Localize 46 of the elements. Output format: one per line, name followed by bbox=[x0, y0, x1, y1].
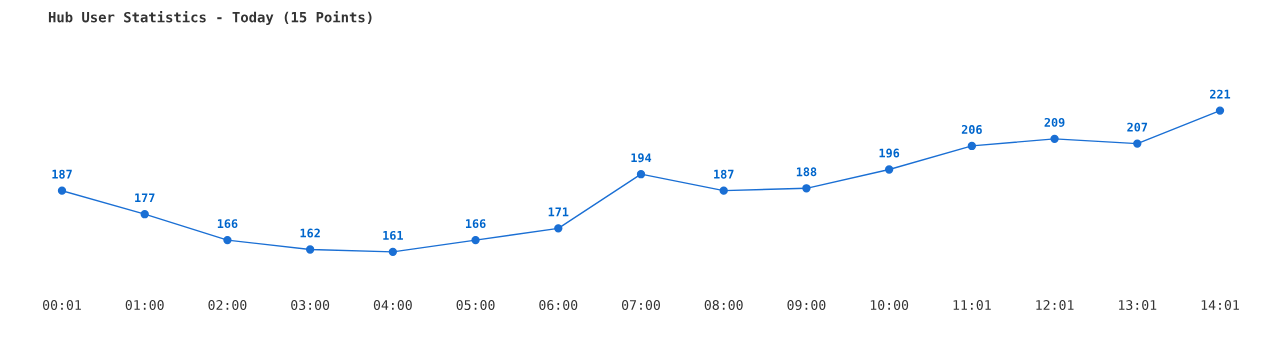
point bbox=[1050, 134, 1059, 144]
x-tick-label: 14:01 bbox=[1201, 300, 1239, 311]
data-label: 221 bbox=[1210, 89, 1231, 99]
data-label: 194 bbox=[631, 153, 652, 163]
point bbox=[140, 210, 149, 219]
data-label: 187 bbox=[52, 169, 72, 179]
x-tick-label: 06:00 bbox=[539, 300, 578, 311]
x-tick-label: 09:00 bbox=[787, 300, 826, 311]
x-tick-label: 12:01 bbox=[1036, 300, 1074, 311]
point bbox=[471, 235, 480, 245]
point bbox=[223, 235, 232, 245]
data-label: 166 bbox=[217, 219, 238, 229]
x-tick-label: 03:00 bbox=[291, 300, 330, 311]
point bbox=[802, 184, 811, 193]
data-label: 162 bbox=[300, 228, 320, 238]
point bbox=[554, 224, 563, 233]
data-label: 166 bbox=[466, 219, 486, 229]
data-label: 207 bbox=[1127, 122, 1148, 132]
point bbox=[719, 186, 728, 195]
x-tick-label: 00:01 bbox=[43, 300, 81, 311]
data-label: 188 bbox=[796, 167, 817, 177]
x-tick-label: 08:00 bbox=[704, 300, 743, 311]
x-tick-label: 02:00 bbox=[208, 300, 247, 311]
data-label: 206 bbox=[961, 124, 982, 134]
x-tick-label: 07:00 bbox=[622, 300, 660, 311]
point bbox=[967, 141, 977, 151]
point bbox=[1215, 106, 1225, 115]
data-label: 209 bbox=[1044, 117, 1065, 127]
point bbox=[636, 170, 646, 179]
point bbox=[884, 165, 894, 174]
point bbox=[57, 186, 67, 195]
data-label: 196 bbox=[879, 148, 900, 158]
data-label: 161 bbox=[383, 230, 403, 240]
point bbox=[1133, 139, 1142, 148]
x-tick-label: 10:00 bbox=[870, 300, 909, 311]
x-tick-label: 01:00 bbox=[125, 300, 164, 311]
x-tick-label: 13:01 bbox=[1119, 300, 1157, 311]
data-label: 171 bbox=[548, 207, 569, 217]
point bbox=[388, 247, 398, 257]
data-label: 177 bbox=[135, 193, 155, 203]
point bbox=[305, 245, 315, 254]
x-tick-label: 04:00 bbox=[373, 300, 412, 311]
x-tick-label: 05:00 bbox=[456, 300, 495, 311]
chart-title: Hub User Statistics - Today (15 Points) bbox=[48, 10, 372, 26]
data-label: 187 bbox=[714, 169, 734, 179]
x-tick-label: 11:01 bbox=[953, 300, 991, 311]
